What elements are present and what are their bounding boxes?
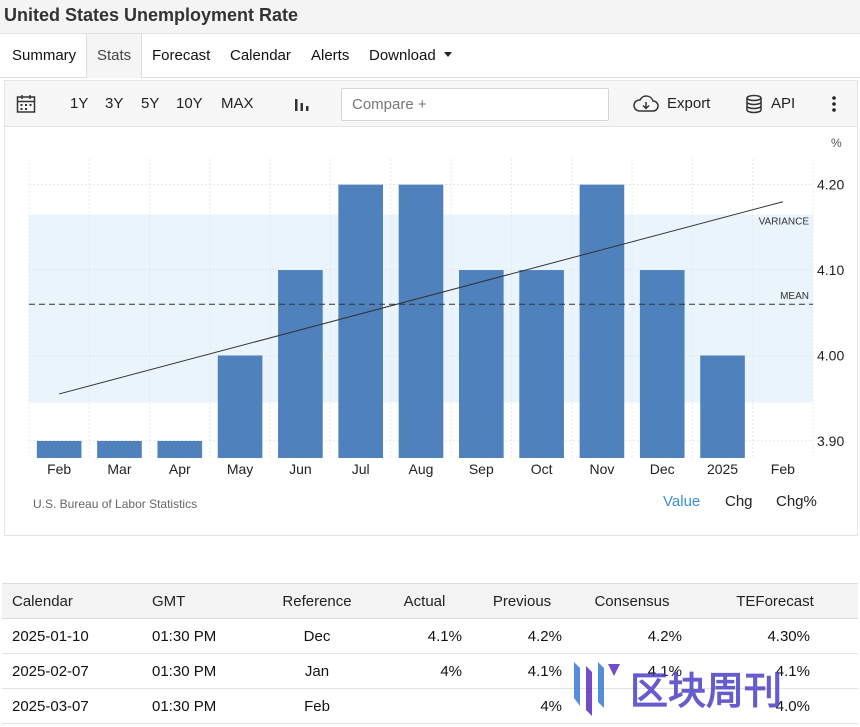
source-label: U.S. Bureau of Labor Statistics (33, 497, 198, 511)
chart-panel: 1Y 3Y 5Y 10Y MAX Export API (4, 80, 858, 536)
col-previous: Previous (472, 583, 572, 619)
tab-calendar[interactable]: Calendar (230, 47, 291, 64)
mean-label: MEAN (780, 291, 809, 302)
y-tick-label: 4.20 (817, 177, 844, 193)
bar (519, 270, 564, 458)
y-unit-label: % (831, 136, 842, 150)
range-10y[interactable]: 10Y (176, 95, 203, 112)
tab-download[interactable]: Download (359, 34, 462, 78)
cell-teforecast: 4.1% (692, 653, 858, 689)
x-tick-label: Mar (107, 461, 131, 477)
compare-input[interactable] (341, 88, 609, 121)
bar (458, 270, 504, 458)
tab-summary[interactable]: Summary (12, 47, 77, 64)
col-reference: Reference (257, 583, 377, 619)
range-max[interactable]: MAX (221, 95, 254, 112)
bar (97, 440, 142, 458)
x-tick-label: Dec (650, 461, 675, 477)
mode-value[interactable]: Value (663, 493, 701, 510)
cell-actual: 4% (377, 653, 472, 689)
cloud-download-icon (633, 95, 659, 112)
x-tick-label: May (227, 461, 253, 477)
col-consensus: Consensus (572, 583, 692, 619)
table-row: 2025-02-07 01:30 PM Jan 4% 4.1% 4.1% 4.1… (2, 653, 858, 689)
tab-stats[interactable]: Stats (86, 34, 143, 78)
cell-gmt: 01:30 PM (142, 653, 257, 689)
bar (338, 184, 384, 458)
export-label: Export (667, 95, 711, 112)
y-tick-label: 4.00 (817, 347, 844, 363)
chevron-down-icon (443, 51, 452, 57)
x-tick-label: Sep (469, 461, 494, 477)
table-header-row: Calendar GMT Reference Actual Previous C… (2, 583, 858, 619)
trend-line (59, 201, 783, 395)
x-tick-label: Aug (409, 461, 434, 477)
database-icon (746, 94, 762, 114)
x-tick-label: Jul (352, 461, 370, 477)
cell-calendar: 2025-03-07 (2, 688, 142, 724)
bar (36, 440, 82, 458)
cell-actual (377, 688, 472, 724)
bar (398, 184, 444, 458)
tab-download-label: Download (369, 47, 436, 64)
cell-calendar: 2025-01-10 (2, 618, 142, 654)
x-tick-label: Apr (169, 461, 191, 477)
cell-teforecast: 4.30% (692, 618, 858, 654)
range-5y[interactable]: 5Y (141, 95, 160, 112)
x-tick-label: Oct (531, 461, 553, 477)
table-row: 2025-01-10 01:30 PM Dec 4.1% 4.2% 4.2% 4… (2, 618, 858, 654)
bar (217, 355, 263, 458)
tab-forecast[interactable]: Forecast (152, 47, 211, 64)
api-label: API (771, 95, 796, 112)
page-title: United States Unemployment Rate (4, 5, 299, 25)
col-calendar: Calendar (2, 583, 142, 619)
x-tick-label: Feb (47, 461, 71, 477)
watermark: 区块周刊 (574, 662, 782, 716)
title-bar: United States Unemployment Rate (0, 0, 860, 34)
y-tick-label: 4.10 (817, 262, 844, 278)
tab-bar: Summary Stats Forecast Calendar Alerts D… (0, 34, 860, 78)
mode-chg[interactable]: Chg (725, 493, 753, 510)
mode-chg-percent[interactable]: Chg% (776, 493, 817, 510)
bar (639, 270, 685, 458)
bar (157, 440, 203, 458)
brand-logo-icon (574, 662, 620, 716)
bar (278, 270, 323, 458)
bar (700, 355, 745, 458)
x-tick-label: 2025 (707, 461, 738, 477)
more-vertical-icon[interactable] (830, 95, 838, 113)
cell-teforecast: 4.0% (692, 688, 858, 724)
cell-reference: Feb (257, 688, 377, 724)
cell-previous: 4% (472, 688, 572, 724)
cell-reference: Dec (257, 618, 377, 654)
cell-consensus: 4.2% (572, 618, 692, 654)
cell-gmt: 01:30 PM (142, 618, 257, 654)
cell-reference: Jan (257, 653, 377, 689)
col-gmt: GMT (142, 583, 257, 619)
unemployment-bar-chart: 3.90 4.00 4.10 4.20% Feb Mar Apr May Jun Jul Aug Se… (28, 136, 844, 477)
chart-toolbar: 1Y 3Y 5Y 10Y MAX Export API (5, 81, 857, 127)
cell-previous: 4.1% (472, 653, 572, 689)
cell-gmt: 01:30 PM (142, 688, 257, 724)
cell-calendar: 2025-02-07 (2, 653, 142, 689)
range-3y[interactable]: 3Y (105, 95, 124, 112)
x-tick-label: Jun (289, 461, 312, 477)
range-1y[interactable]: 1Y (70, 95, 89, 112)
calendar-table: Calendar GMT Reference Actual Previous C… (2, 583, 858, 724)
tab-alerts[interactable]: Alerts (311, 47, 350, 64)
calendar-icon[interactable] (16, 94, 36, 114)
col-actual: Actual (377, 583, 472, 619)
col-teforecast: TEForecast (692, 583, 858, 619)
x-tick-label: Nov (589, 461, 614, 477)
watermark-text: 区块周刊 (630, 669, 782, 713)
bar-chart-icon[interactable] (293, 95, 311, 113)
x-tick-label: Feb (771, 461, 795, 477)
cell-actual: 4.1% (377, 618, 472, 654)
variance-label: VARIANCE (759, 217, 810, 228)
cell-consensus: 4.1% (572, 653, 692, 689)
cell-previous: 4.2% (472, 618, 572, 654)
y-tick-label: 3.90 (817, 433, 844, 449)
bar (579, 184, 625, 458)
